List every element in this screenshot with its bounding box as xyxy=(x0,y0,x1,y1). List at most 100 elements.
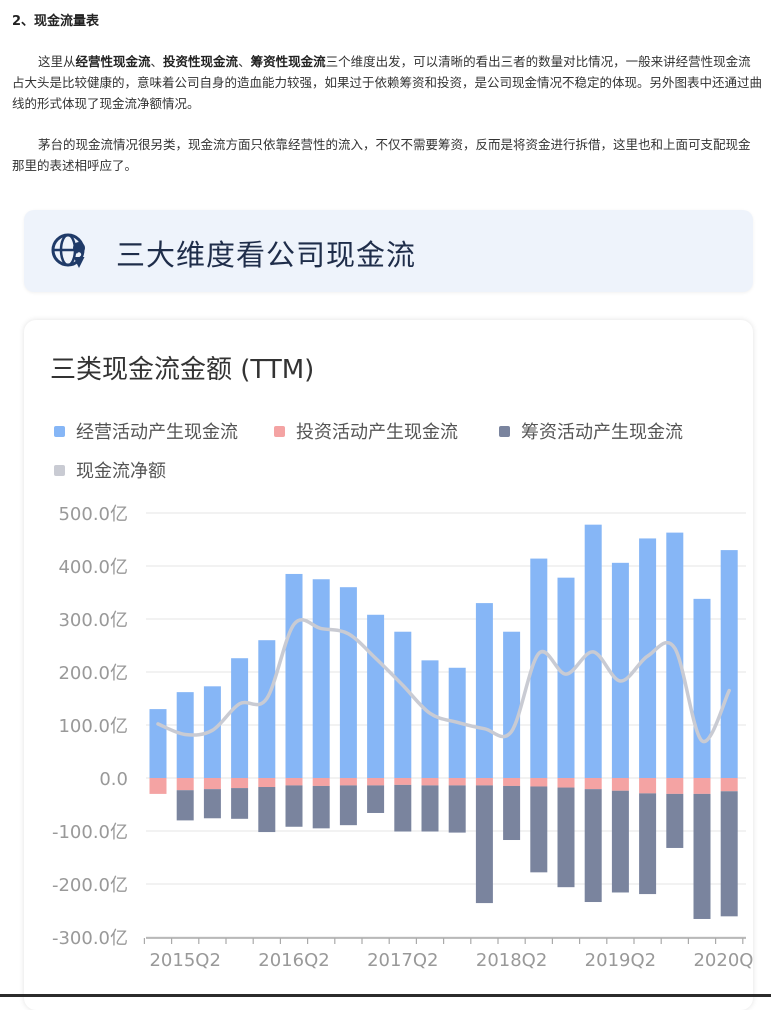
chart-card: 三类现金流金额 (TTM) 经营活动产生现金流 投资活动产生现金流 筹资活动产生现金流… xyxy=(24,320,753,1010)
para1-sep-1: 、 xyxy=(150,54,164,69)
bar-financing xyxy=(285,785,303,827)
bar-investing xyxy=(720,778,738,792)
bar-operating xyxy=(258,640,276,778)
bar-investing xyxy=(339,778,357,786)
section-banner: 三大维度看公司现金流 xyxy=(24,210,753,292)
bar-financing xyxy=(475,785,493,904)
bar-investing xyxy=(203,778,221,790)
legend-swatch-operating xyxy=(54,426,65,437)
bar-investing xyxy=(693,778,711,794)
bar-investing xyxy=(557,778,575,788)
legend-label-investing: 投资活动产生现金流 xyxy=(296,422,458,443)
bottom-divider xyxy=(0,994,771,997)
y-tick-label: 200.0亿 xyxy=(58,663,128,684)
bar-operating xyxy=(421,660,439,778)
y-tick-label: -100.0亿 xyxy=(52,822,128,843)
legend-swatch-financing xyxy=(499,426,510,437)
legend-swatch-net xyxy=(54,465,65,476)
section-title: 2、现金流量表 xyxy=(12,14,100,29)
bar-financing xyxy=(503,785,521,841)
x-tick-label: 2019Q2 xyxy=(585,950,656,971)
bar-operating xyxy=(475,603,493,778)
bar-operating xyxy=(312,579,330,778)
bar-financing xyxy=(312,785,330,829)
legend-swatch-investing xyxy=(274,426,285,437)
bar-operating xyxy=(367,614,385,778)
x-tick-label: 2016Q2 xyxy=(258,950,329,971)
bar-investing xyxy=(639,778,657,794)
bar-operating xyxy=(693,598,711,778)
globe-location-icon xyxy=(50,232,90,276)
bar-investing xyxy=(421,778,439,786)
bar-investing xyxy=(176,778,194,791)
y-tick-label: 500.0亿 xyxy=(58,504,128,525)
bar-investing xyxy=(231,778,249,789)
bar-operating xyxy=(231,658,249,778)
bar-investing xyxy=(503,778,521,786)
bar-investing xyxy=(530,778,548,787)
y-tick-label: 400.0亿 xyxy=(58,557,128,578)
bar-financing xyxy=(394,784,412,832)
legend-label-operating: 经营活动产生现金流 xyxy=(76,422,238,443)
bar-financing xyxy=(693,793,711,919)
bar-financing xyxy=(448,785,466,833)
bar-financing xyxy=(203,789,221,819)
bar-investing xyxy=(666,778,684,794)
bar-financing xyxy=(367,785,385,813)
bar-financing xyxy=(176,790,194,821)
bar-investing xyxy=(367,778,385,786)
bar-investing xyxy=(285,778,303,786)
bar-investing xyxy=(448,778,466,786)
x-tick-label: 2020Q2 xyxy=(693,950,753,971)
bar-financing xyxy=(611,790,629,893)
bar-operating xyxy=(149,709,167,778)
legend-label-financing: 筹资活动产生现金流 xyxy=(521,422,683,443)
banner-title: 三大维度看公司现金流 xyxy=(116,238,417,272)
chart-title: 三类现金流金额 (TTM) xyxy=(50,355,314,385)
bar-financing xyxy=(584,789,602,903)
bar-investing xyxy=(394,778,412,785)
bar-financing xyxy=(666,793,684,848)
y-tick-label: 100.0亿 xyxy=(58,716,128,737)
bar-financing xyxy=(339,785,357,826)
bar-operating xyxy=(394,631,412,778)
paragraph-1: 这里从经营性现金流、投资性现金流、筹资性现金流三个维度出发，可以清晰的看出三者的… xyxy=(12,51,762,114)
para1-rest: 三个维度出发，可以清晰的看出三者的数量对比情况，一般来讲经营性现金流占大头是比较… xyxy=(12,54,763,111)
bar-operating xyxy=(530,558,548,778)
bar-investing xyxy=(258,778,276,788)
bar-operating xyxy=(720,550,738,778)
x-tick-label: 2017Q2 xyxy=(367,950,438,971)
bar-financing xyxy=(639,793,657,895)
bar-operating xyxy=(639,538,657,778)
paragraph-2: 茅台的现金流情况很另类，现金流方面只依靠经营性的流入，不仅不需要筹资，反而是将资… xyxy=(12,137,751,173)
bar-financing xyxy=(421,785,439,832)
bar-investing xyxy=(149,778,167,794)
bar-financing xyxy=(530,786,548,873)
bar-operating xyxy=(611,562,629,778)
y-tick-label: 0.0 xyxy=(99,769,128,790)
bar-financing xyxy=(258,787,276,833)
bar-investing xyxy=(584,778,602,790)
bar-investing xyxy=(312,778,330,786)
bar-financing xyxy=(557,787,575,888)
bar-financing xyxy=(231,788,249,819)
x-tick-label: 2018Q2 xyxy=(476,950,547,971)
article: 2、现金流量表 这里从经营性现金流、投资性现金流、筹资性现金流三个维度出发，可以… xyxy=(12,10,762,176)
para1-bold-financing: 筹资性现金流 xyxy=(250,54,326,69)
y-tick-label: -300.0亿 xyxy=(52,928,128,949)
bar-operating xyxy=(339,587,357,778)
bar-operating xyxy=(557,577,575,778)
para1-bold-investing: 投资性现金流 xyxy=(163,54,239,69)
y-tick-label: -200.0亿 xyxy=(52,875,128,896)
para1-lead: 这里从 xyxy=(38,54,76,69)
bar-operating xyxy=(666,532,684,778)
para1-bold-operating: 经营性现金流 xyxy=(75,54,151,69)
x-tick-label: 2015Q2 xyxy=(149,950,220,971)
legend-label-net: 现金流净额 xyxy=(76,461,166,482)
series-line-net xyxy=(156,618,731,744)
bar-operating xyxy=(285,573,303,778)
bar-financing xyxy=(720,791,738,917)
bar-operating xyxy=(503,631,521,778)
cash-flow-chart: 三类现金流金额 (TTM) 经营活动产生现金流 投资活动产生现金流 筹资活动产生现金流… xyxy=(50,355,753,971)
y-tick-label: 300.0亿 xyxy=(58,610,128,631)
